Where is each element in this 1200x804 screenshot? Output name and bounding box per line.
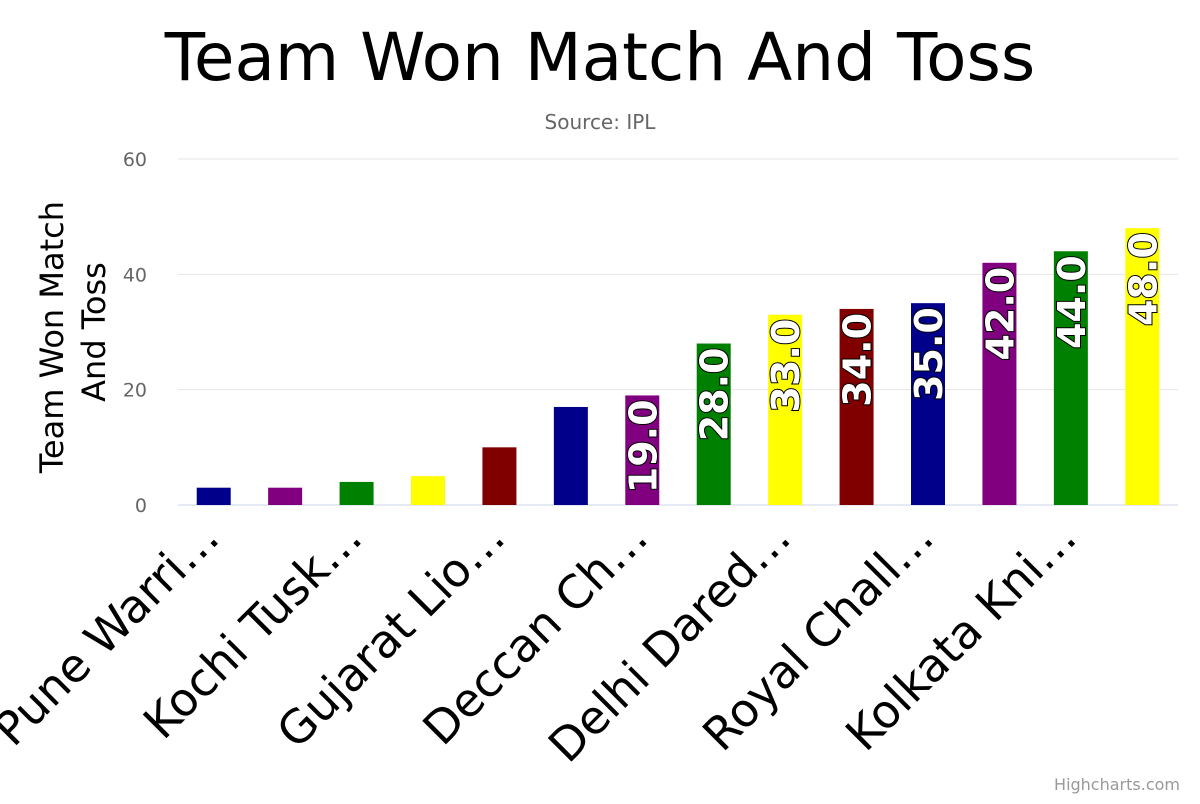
bar[interactable] [268,487,303,505]
bar[interactable] [1125,228,1160,505]
data-label: 34.0 [836,313,880,407]
data-labels: 19.0 28.0 33.0 34.0 35.0 42.0 44.0 48.0 [620,231,1166,494]
y-tick-label: 60 [123,149,147,171]
bar[interactable] [768,314,803,505]
bar[interactable] [982,262,1017,505]
data-label: 19.0 [621,399,665,493]
y-axis-label-line-1: Team Won Match [33,201,71,474]
bar[interactable] [553,406,588,505]
bar[interactable] [1053,251,1088,505]
credits-link[interactable]: Highcharts.com [1054,775,1180,794]
x-tick-label: Delhi Dared… [538,510,801,773]
gridlines [178,158,1178,506]
data-label: 42.0 [978,267,1022,361]
y-axis-label-line-2: And Toss [75,262,113,402]
bar[interactable] [339,481,374,505]
bar[interactable] [696,343,731,505]
bars [196,228,1160,505]
bar[interactable] [625,395,660,505]
bar[interactable] [839,308,874,505]
y-axis-label: Team Won Match And Toss [33,191,113,474]
y-tick-label: 0 [135,495,147,517]
y-tick-label: 20 [123,380,147,402]
data-label: 48.0 [1121,232,1165,326]
y-tick-label: 40 [123,264,147,286]
data-label: 28.0 [693,348,737,442]
data-label: 44.0 [1050,255,1094,349]
data-label: 35.0 [907,307,951,401]
bar[interactable] [411,476,445,505]
bar[interactable] [196,487,231,505]
bar[interactable] [482,447,517,505]
chart-subtitle: Source: IPL [545,110,657,134]
bar[interactable] [911,303,945,505]
chart-title: Team Won Match And Toss [164,19,1035,96]
y-axis-ticks: 0 20 40 60 [123,149,147,517]
data-label: 33.0 [764,319,808,413]
x-axis-ticks: Pune Warri…Kochi Tusk…Gujarat Lio…Deccan… [0,510,1087,773]
